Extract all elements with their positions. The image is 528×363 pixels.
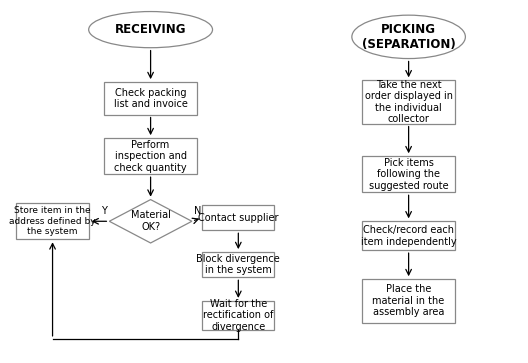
Text: Block divergence
in the system: Block divergence in the system bbox=[196, 254, 280, 276]
Text: Material
OK?: Material OK? bbox=[130, 211, 171, 232]
FancyBboxPatch shape bbox=[362, 221, 455, 250]
Text: Check packing
list and invoice: Check packing list and invoice bbox=[114, 87, 187, 109]
Polygon shape bbox=[109, 200, 192, 243]
Text: Place the
material in the
assembly area: Place the material in the assembly area bbox=[372, 284, 445, 317]
FancyBboxPatch shape bbox=[104, 138, 197, 174]
Text: PICKING
(SEPARATION): PICKING (SEPARATION) bbox=[362, 23, 456, 51]
FancyBboxPatch shape bbox=[362, 156, 455, 192]
Text: Y: Y bbox=[101, 206, 107, 216]
FancyBboxPatch shape bbox=[16, 203, 89, 239]
FancyBboxPatch shape bbox=[202, 301, 275, 330]
FancyBboxPatch shape bbox=[104, 82, 197, 115]
FancyBboxPatch shape bbox=[362, 279, 455, 323]
Text: Pick items
following the
suggested route: Pick items following the suggested route bbox=[369, 158, 448, 191]
Text: Perform
inspection and
check quantity: Perform inspection and check quantity bbox=[114, 140, 187, 173]
Text: N: N bbox=[194, 206, 202, 216]
FancyBboxPatch shape bbox=[362, 80, 455, 124]
Text: Wait for the
rectification of
divergence: Wait for the rectification of divergence bbox=[203, 299, 274, 332]
Text: Contact supplier: Contact supplier bbox=[198, 213, 279, 223]
Ellipse shape bbox=[89, 12, 213, 48]
FancyBboxPatch shape bbox=[202, 205, 275, 230]
Ellipse shape bbox=[352, 15, 465, 58]
FancyBboxPatch shape bbox=[202, 252, 275, 277]
Text: Store item in the
address defined by
the system: Store item in the address defined by the… bbox=[10, 207, 96, 236]
Text: Take the next
order displayed in
the individual
collector: Take the next order displayed in the ind… bbox=[365, 79, 452, 125]
Text: RECEIVING: RECEIVING bbox=[115, 23, 186, 36]
Text: Check/record each
item independently: Check/record each item independently bbox=[361, 225, 456, 246]
